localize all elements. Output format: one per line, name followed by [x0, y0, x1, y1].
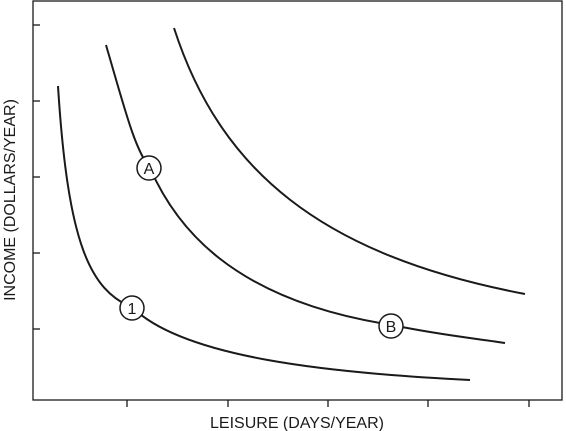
curve-upper: [173, 27, 526, 295]
point-a-label: A: [144, 161, 155, 178]
point-1-label: 1: [128, 301, 137, 318]
point-1-marker: 1: [119, 295, 145, 321]
point-a-marker: A: [136, 155, 162, 181]
point-b-marker: B: [378, 313, 404, 339]
indifference-curves: [57, 27, 526, 381]
y-axis-label: INCOME (DOLLARS/YEAR): [2, 99, 19, 301]
point-b-label: B: [386, 319, 397, 336]
x-axis-ticks: [126, 400, 530, 407]
y-axis-ticks: [33, 24, 40, 330]
x-axis-label: LEISURE (DAYS/YEAR): [210, 415, 384, 431]
curve-middle: [105, 44, 506, 344]
plot-frame: [32, 0, 563, 401]
curve-lower: [57, 85, 471, 381]
